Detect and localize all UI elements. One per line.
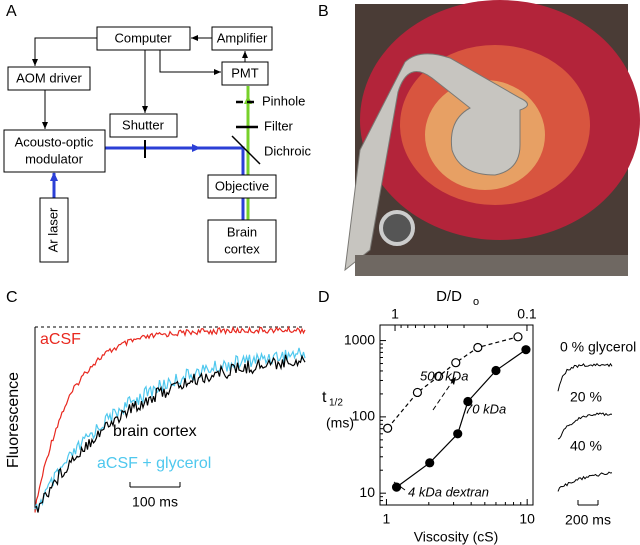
panel-c: C Fluorescence aCSF brain cortex aCSF + gl… [5, 289, 306, 513]
point [434, 371, 444, 382]
box-label: AOM driver [16, 70, 82, 85]
trace-label: aCSF [40, 331, 81, 348]
box-label: Computer [114, 30, 172, 45]
box-label: Shutter [122, 117, 165, 132]
panel-a: A Computer Amplifier AOM driver PMT Pinh… [3, 3, 311, 263]
box [7, 66, 91, 91]
x-tick-label: 10 [519, 511, 535, 527]
box-label: Ar laser [45, 207, 60, 252]
inset-label: 0 % glycerol [560, 339, 636, 355]
point [425, 458, 435, 468]
box [221, 61, 269, 86]
point [463, 396, 473, 407]
scale-bar-label: 200 ms [565, 512, 611, 528]
series-line [387, 336, 519, 429]
trace-label: brain cortex [113, 423, 197, 440]
y-tick-label: 10 [359, 484, 375, 500]
point [491, 365, 501, 376]
trace-label: aCSF + glycerol [97, 455, 211, 472]
dichroic-mirror [231, 135, 261, 165]
x2-tick-label: 1 [391, 306, 399, 322]
box-label: Objective [215, 178, 269, 193]
box [211, 26, 273, 51]
panel-label: C [6, 289, 18, 306]
point [451, 358, 461, 368]
box [207, 219, 277, 263]
point [453, 429, 463, 439]
box [207, 174, 277, 199]
point [391, 482, 402, 492]
insets: 0 % glycerol 20 % 40 % 200 ms [557, 339, 636, 528]
box [109, 113, 178, 138]
box-label: Amplifier [217, 30, 268, 45]
inset-trace [557, 471, 613, 492]
series-label: 500 kDa [420, 368, 468, 383]
panel-label: A [6, 3, 17, 20]
y-axis-label-sub: 1/2 [329, 398, 343, 409]
trace [34, 354, 306, 513]
x2-axis-label: D/D [436, 288, 462, 305]
box [39, 197, 69, 263]
x-axis-label: Viscosity (cS) [414, 529, 499, 545]
label: Pinhole [262, 93, 305, 108]
plot-frame [379, 324, 534, 506]
arrow [159, 50, 221, 75]
annotation: 4 kDa dextran [408, 484, 489, 499]
trace [34, 325, 306, 513]
point [473, 342, 483, 353]
box [3, 129, 106, 173]
box-label: modulator [25, 151, 83, 166]
y-tick-label: 1000 [344, 331, 375, 347]
inset-trace [557, 412, 613, 440]
photo-screw [379, 210, 415, 246]
x2-tick-label: 0.1 [517, 306, 537, 322]
y-axis-unit: (ms) [326, 415, 354, 431]
photo-base [355, 255, 628, 276]
x-tick-label: 1 [383, 511, 391, 527]
box-label: cortex [224, 241, 260, 256]
arrow [432, 381, 453, 411]
arrow [450, 377, 456, 385]
x2-axis-label-sub: o [473, 296, 479, 308]
inset-label: 20 % [570, 389, 602, 405]
label: Filter [264, 118, 294, 133]
panel-label: B [318, 3, 329, 20]
inset-label: 40 % [570, 438, 602, 454]
label: Dichroic [264, 143, 311, 158]
scale-bar-label: 100 ms [132, 494, 178, 510]
photo-holder [344, 53, 528, 272]
trace [34, 347, 306, 512]
box-label: PMT [231, 65, 259, 80]
series-line [396, 349, 527, 488]
inset-trace [557, 362, 613, 392]
y-tick-label: 100 [352, 408, 376, 424]
point [521, 345, 531, 355]
point [513, 332, 523, 342]
y-axis-label: Fluorescence [5, 372, 22, 468]
point [412, 387, 423, 398]
panel-b: B [318, 0, 640, 276]
y-axis-label: t [322, 389, 327, 406]
series-label: 70 kDa [465, 401, 506, 416]
box-label: Brain [227, 224, 257, 239]
box [96, 26, 191, 51]
box-label: Acousto-optic [15, 134, 94, 149]
arrow [32, 37, 97, 66]
point [383, 423, 393, 433]
panel-label: D [318, 289, 330, 306]
panel-d: D Viscosity (cS) D/D o t 1/2 (ms) [318, 288, 534, 545]
